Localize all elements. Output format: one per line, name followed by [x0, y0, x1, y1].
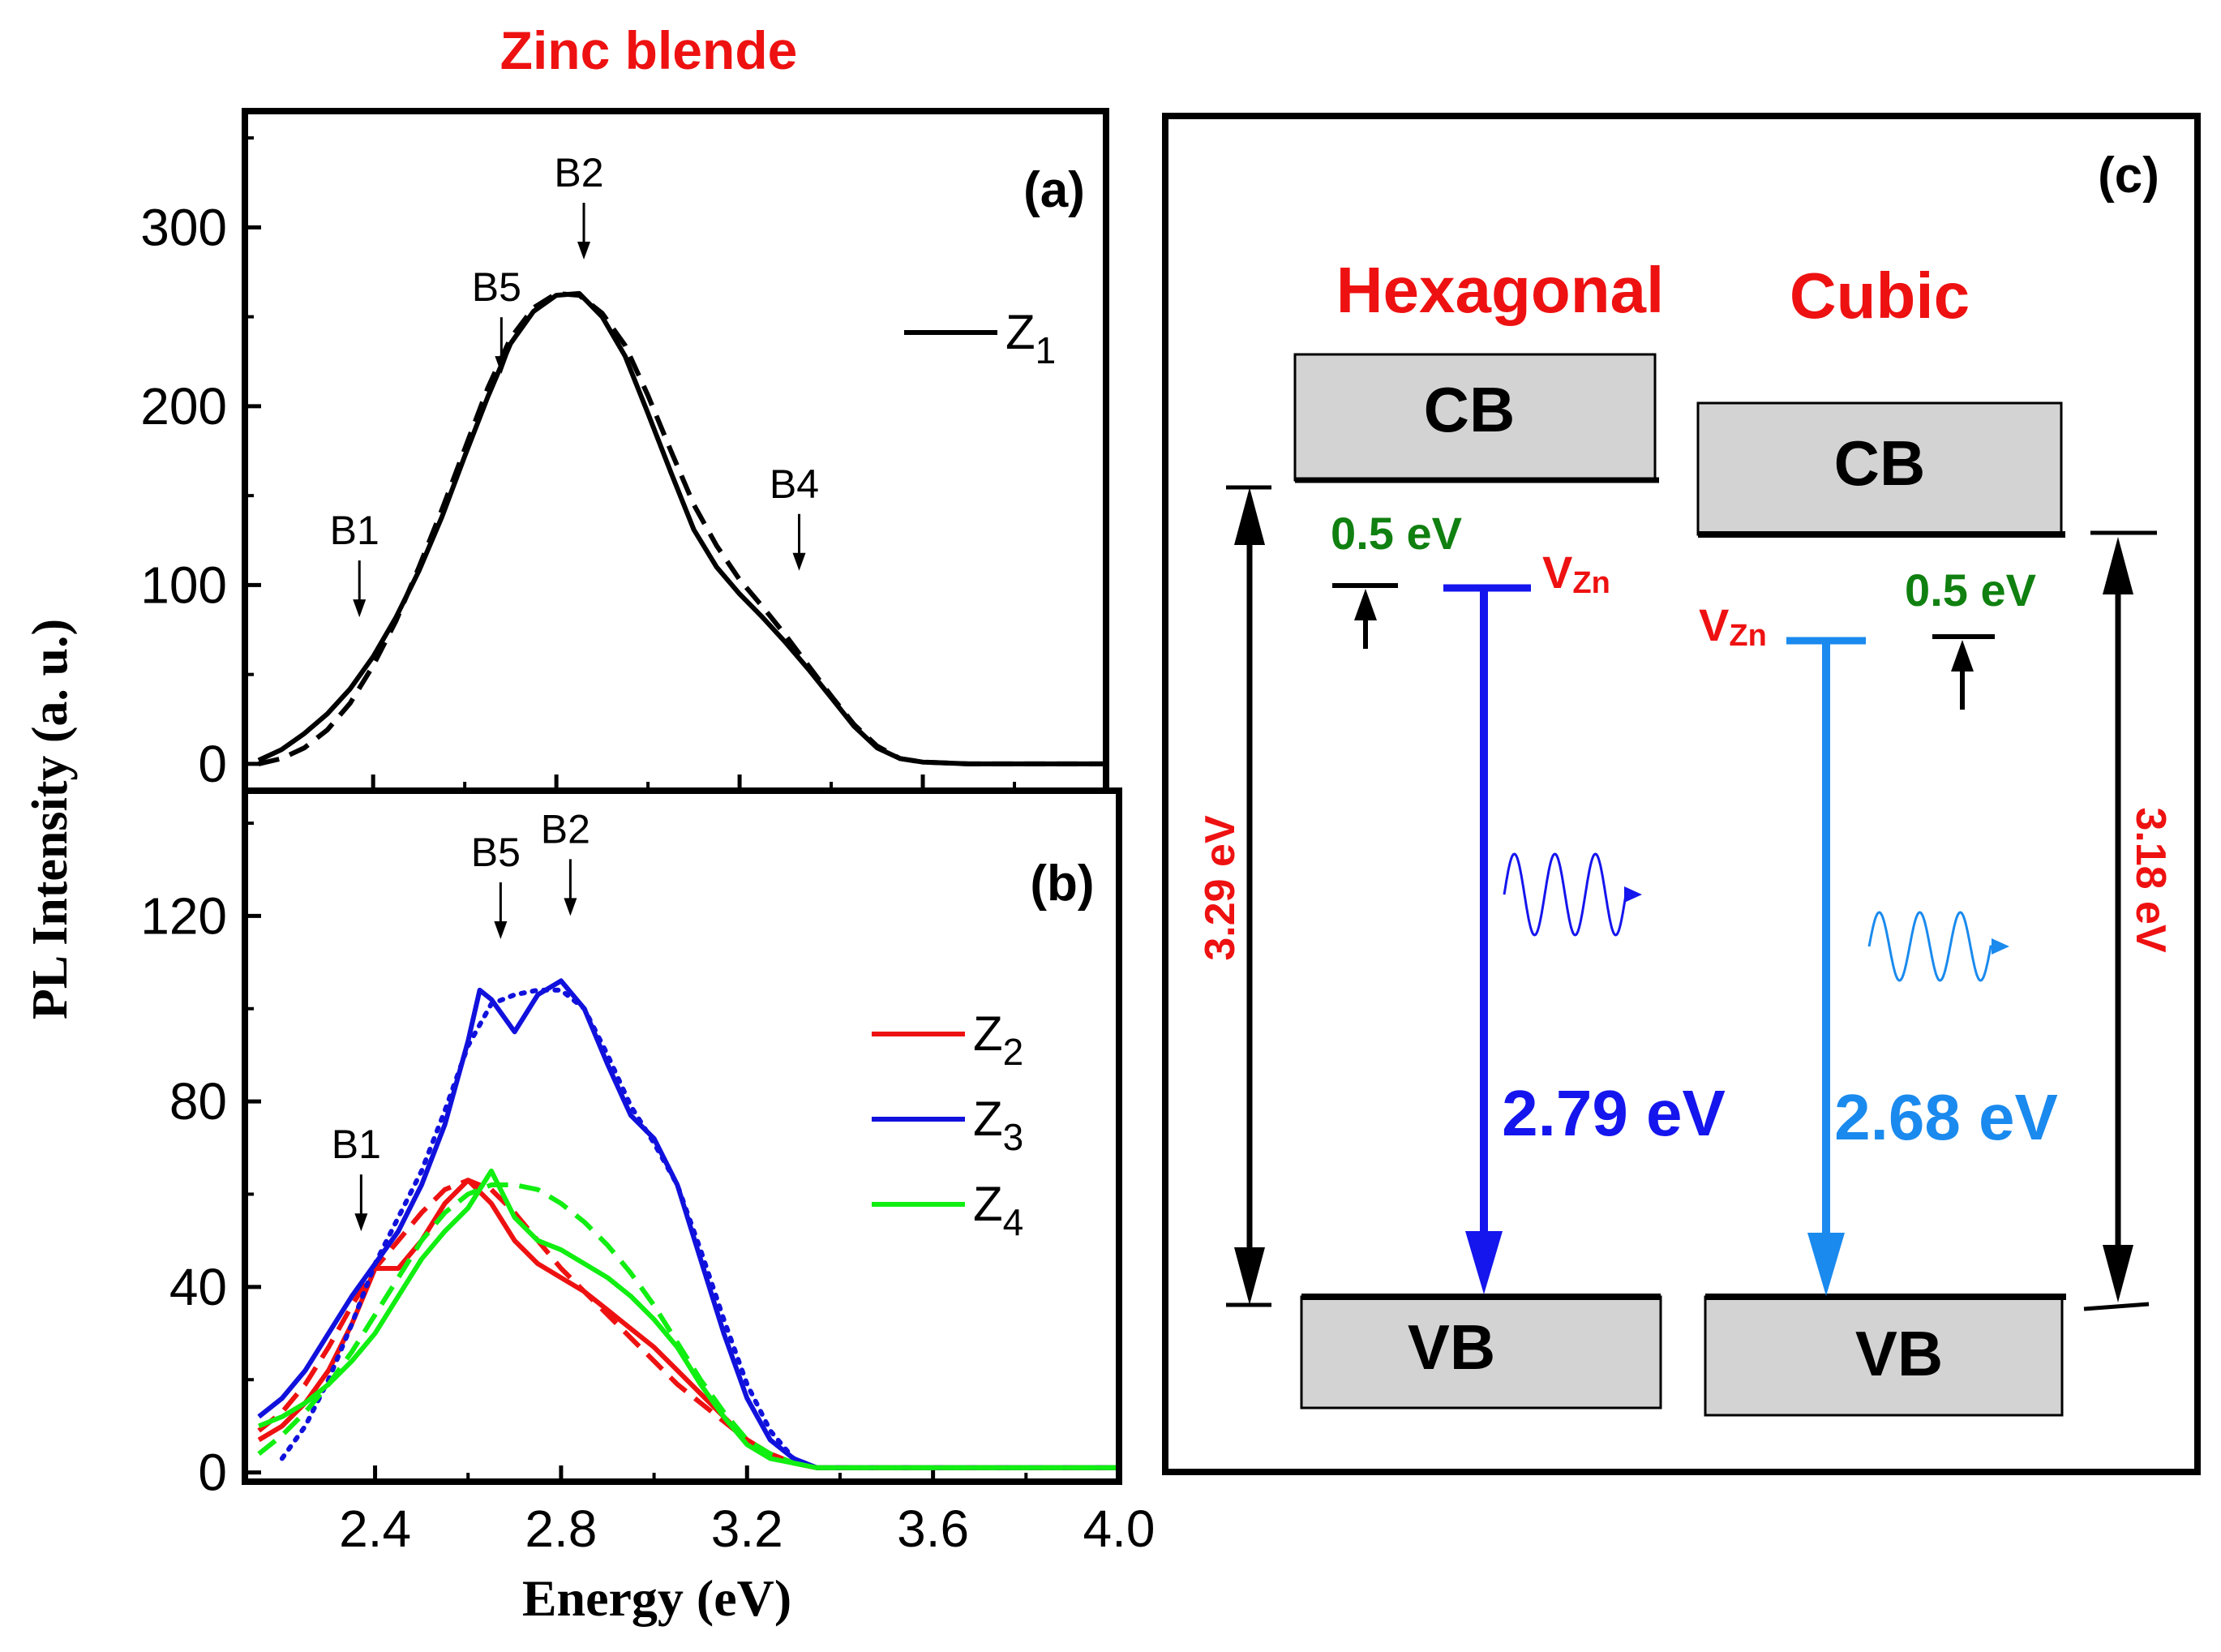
series-line [257, 1182, 1119, 1470]
annotation-label: B1 [330, 508, 379, 553]
hexagonal-photon-wave [1503, 852, 1627, 937]
legend-label: Z3 [973, 1092, 1023, 1158]
cubic-vzn-sub: Zn [1729, 619, 1766, 653]
legend-label: Z1 [1005, 305, 1056, 371]
annotation-label: B2 [554, 150, 603, 195]
annotation-b2: B2 [554, 150, 604, 260]
hexagonal-emission-label: 2.79 eV [1502, 1077, 1726, 1149]
panel-c-band-diagram: (c) Hexagonal CB VB 3.29 eV 0.5 eV VZn 2… [1162, 113, 2201, 1475]
x-tick-label: 3.6 [897, 1500, 969, 1558]
legend-label: Z4 [973, 1177, 1023, 1243]
y-tick-label: 0 [198, 735, 227, 793]
annotation-label: B5 [472, 264, 521, 310]
hexagonal-depth-arrow-head [1354, 589, 1377, 620]
cubic-gap-label: 3.18 eV [2127, 807, 2174, 953]
cubic-title: Cubic [1790, 260, 1970, 332]
annotation-b2: B2 [541, 806, 590, 916]
panel-a-ticks: 0 100 200 300 [140, 136, 1108, 793]
hexagonal-depth-label: 0.5 eV [1331, 508, 1462, 559]
cubic-depth-arrow-head [1951, 640, 1974, 672]
cubic-depth-label: 0.5 eV [1905, 564, 2036, 616]
legend-entry-z1: Z1 [904, 305, 1056, 371]
y-tick-label: 300 [140, 198, 227, 256]
annotation-b5: B5 [472, 264, 521, 375]
annotation-label: B5 [471, 830, 521, 875]
panel-a-frame [242, 108, 1109, 794]
y-tick-label: 0 [198, 1444, 227, 1502]
hexagonal-vb-box [1300, 1295, 1662, 1410]
x-tick-label: 2.4 [339, 1500, 411, 1558]
cubic-gap-bottom-cap [2083, 1302, 2150, 1311]
hexagonal-title: Hexagonal [1336, 254, 1665, 326]
x-tick-label: 2.8 [525, 1500, 597, 1558]
series-line-z1 [257, 290, 1106, 766]
hexagonal-photon-arrowhead [1624, 886, 1642, 903]
series-line [258, 290, 1106, 766]
legend-entry-z2: Z2 [872, 1006, 1023, 1073]
annotation-label: B1 [332, 1122, 381, 1167]
hexagonal-gap-label: 3.29 eV [1197, 815, 1244, 961]
y-tick-label: 80 [169, 1072, 227, 1131]
cubic-vb-label: VB [1855, 1318, 1943, 1389]
hexagonal-cb-box [1293, 353, 1657, 482]
hexagonal-gap-arrow-down [1234, 1247, 1265, 1305]
cubic-photon-arrowhead [1992, 938, 2009, 955]
cubic-gap-arrow-up [2103, 537, 2133, 594]
cubic-vzn-main: V [1699, 599, 1729, 650]
annotation-b1: B1 [332, 1122, 381, 1232]
cubic-cb-label: CB [1834, 427, 1926, 499]
panel-a: 0 100 200 300 B1 B5 B2 B4 (a) Z1 [140, 108, 1109, 794]
figure-title: Zinc blende [500, 20, 798, 80]
x-tick-label: 3.2 [711, 1500, 783, 1558]
annotation-label: B2 [541, 806, 590, 852]
legend-entry-z4: Z4 [872, 1177, 1023, 1243]
y-tick-label: 120 [140, 886, 227, 945]
x-tick-label: 4.0 [1083, 1500, 1156, 1558]
cubic-photon-wave [1867, 911, 1993, 982]
hexagonal-gap-arrow-up [1234, 487, 1265, 545]
panel-a-series [257, 290, 1106, 766]
panel-c-frame [1162, 113, 2201, 1475]
hexagonal-emission-arrowhead [1465, 1231, 1503, 1294]
panel-b-series [257, 978, 1121, 1470]
panel-b-legend: Z2 Z3 Z4 [872, 1006, 1023, 1243]
annotation-b4: B4 [770, 461, 819, 571]
annotation-b1: B1 [330, 508, 379, 618]
cubic-gap-arrow-down [2103, 1245, 2133, 1302]
panel-c-label: (c) [2098, 148, 2159, 204]
y-tick-label: 200 [140, 377, 227, 436]
legend-label: Z2 [973, 1006, 1023, 1073]
panel-a-legend: Z1 [904, 305, 1056, 371]
panel-b-label: (b) [1030, 856, 1094, 912]
panel-b-ticks: 0 40 80 120 2.4 2.8 3.2 3.6 4.0 [140, 822, 1156, 1558]
panel-a-annotations: B1 B5 B2 B4 [330, 150, 819, 618]
hexagonal-vzn-label: VZn [1542, 547, 1610, 600]
x-axis-label: Energy (eV) [522, 1569, 791, 1627]
annotation-b5: B5 [471, 830, 521, 939]
legend-entry-z3: Z3 [872, 1092, 1023, 1158]
hexagonal-vzn-sub: Zn [1572, 566, 1610, 600]
panel-a-label: (a) [1023, 162, 1085, 218]
panel-b-annotations: B1 B5 B2 [332, 806, 590, 1232]
cubic-emission-label: 2.68 eV [1834, 1081, 2058, 1153]
annotation-label: B4 [770, 461, 819, 507]
cubic-vb-box [1704, 1295, 2064, 1417]
y-tick-label: 100 [140, 556, 227, 614]
panel-b-frame [242, 787, 1122, 1485]
y-axis-label: PL Intensity (a. u.) [23, 619, 78, 1019]
cubic-cb-box [1696, 401, 2063, 536]
hexagonal-vzn-main: V [1542, 547, 1572, 598]
hexagonal-cb-label: CB [1424, 374, 1516, 445]
cubic-emission-arrowhead [1807, 1233, 1845, 1296]
cubic-vzn-label: VZn [1699, 599, 1767, 653]
hexagonal-vb-label: VB [1408, 1311, 1495, 1383]
y-tick-label: 40 [169, 1258, 227, 1316]
